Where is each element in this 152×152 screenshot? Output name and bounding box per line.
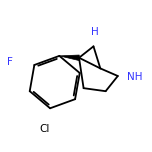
Text: NH: NH: [127, 72, 142, 82]
Text: F: F: [7, 57, 13, 67]
Polygon shape: [59, 55, 79, 60]
Text: Cl: Cl: [40, 124, 50, 134]
Text: H: H: [91, 27, 99, 37]
